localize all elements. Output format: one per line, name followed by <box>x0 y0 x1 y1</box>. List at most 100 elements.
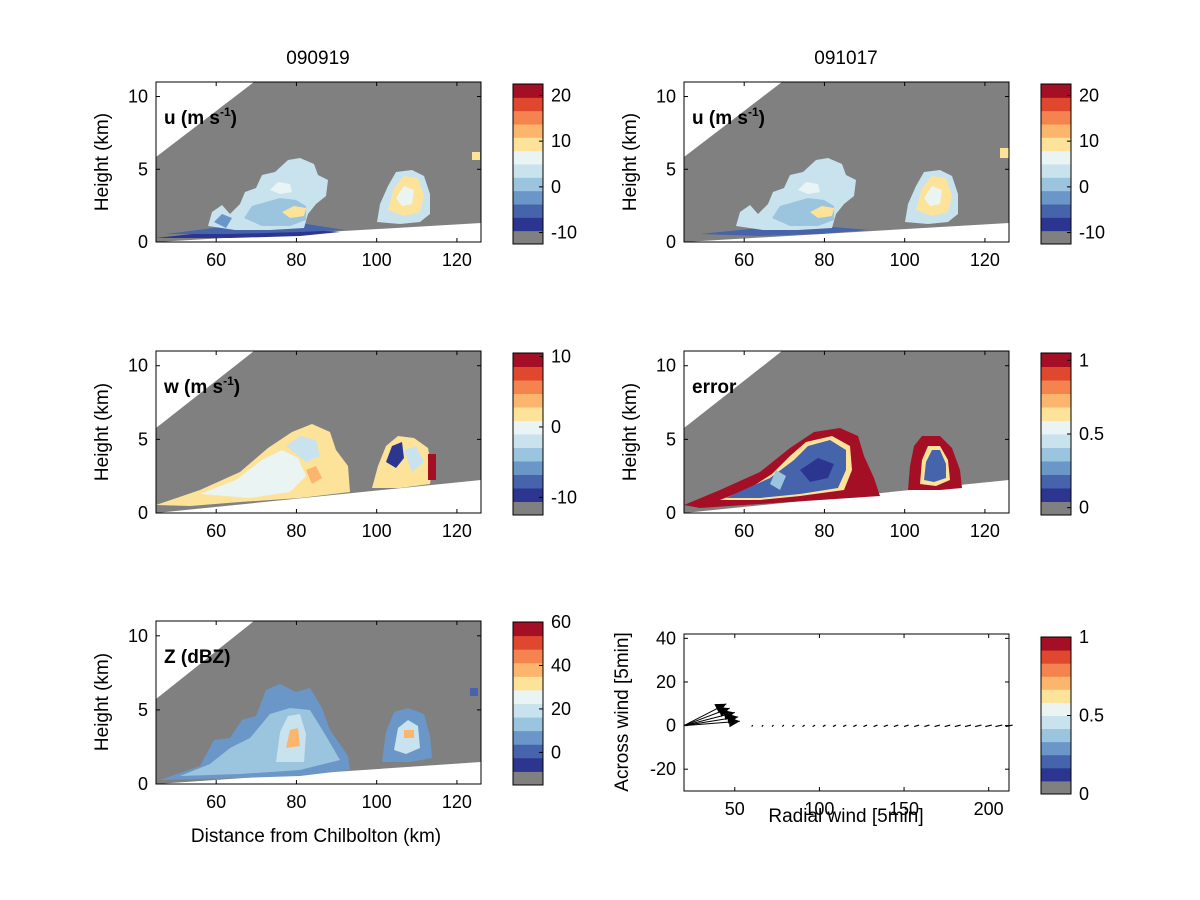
panel-u-left-label: u (m s-1) <box>164 105 237 129</box>
y-ticks: 0 5 10 <box>656 356 1009 523</box>
colorbar-band <box>513 366 543 381</box>
wind-arrow-small <box>771 724 774 728</box>
x-tick-label: 120 <box>442 521 472 541</box>
colorbar-band <box>513 744 543 759</box>
field-u-left <box>156 82 481 242</box>
colorbar-frame <box>512 621 544 786</box>
x-tick-label: 80 <box>286 521 306 541</box>
colorbar-band <box>513 676 543 691</box>
wind-arrow-small <box>924 724 930 728</box>
y-tick-label: 5 <box>138 429 148 449</box>
colorbar-band <box>1041 230 1071 245</box>
colorbar-band <box>513 110 543 125</box>
colorbar-band <box>513 407 543 421</box>
colorbar-band <box>513 230 543 245</box>
svg-text:w (m s-1): w (m s-1) <box>163 374 240 398</box>
colorbar-band <box>513 217 543 232</box>
colorbar-band <box>1041 702 1071 716</box>
colorbar-band <box>513 461 543 475</box>
colorbar-band <box>513 730 543 745</box>
colorbar-frame <box>512 83 544 245</box>
panel-u-right: u (m s-1) Height (km) 60 80 100 120 0 5 10 20… <box>620 81 1105 270</box>
wind-arrow-small <box>761 724 764 727</box>
y-tick-label: 5 <box>138 700 148 720</box>
x-ticks: 60 80 100 120 <box>734 82 1000 270</box>
wind-arrow-small <box>1005 724 1013 728</box>
colorbar-band <box>1041 150 1071 165</box>
wind-arrow-small <box>934 724 941 728</box>
y-tick-label: 10 <box>656 356 676 376</box>
y-tick-label: 0 <box>666 716 676 736</box>
colorbar-band <box>513 137 543 152</box>
colorbar-tick-label: 0 <box>1079 177 1089 197</box>
x-ticks: 50 100 150 200 <box>725 634 1004 819</box>
y-tick-label: 0 <box>666 232 676 252</box>
svg-text:Z (dBZ): Z (dBZ) <box>164 647 230 668</box>
colorbar-tick-label: 0.5 <box>1079 424 1104 444</box>
wind-arrow-small <box>975 724 982 728</box>
colorbar-tick-label: 0 <box>551 742 561 762</box>
panel-u-right-label: u (m s-1) <box>692 105 765 129</box>
colorbar-band <box>1041 366 1071 381</box>
colorbar-band <box>513 488 543 502</box>
x-axis-label: Distance from Chilbolton (km) <box>191 826 441 847</box>
colorbar-band <box>513 622 543 637</box>
y-tick-label: 0 <box>138 232 148 252</box>
x-tick-label: 60 <box>206 792 226 812</box>
y-tick-label: 5 <box>666 429 676 449</box>
colorbar-tick-label: 10 <box>551 131 571 151</box>
colorbar-tick-label: 0 <box>551 177 561 197</box>
y-tick-label: 5 <box>138 159 148 179</box>
y-axis-label: Height (km) <box>620 383 641 481</box>
colorbar-band <box>1041 663 1071 677</box>
colorbar-band <box>1041 461 1071 475</box>
y-tick-label: 5 <box>666 159 676 179</box>
y-tick-label: 10 <box>128 356 148 376</box>
colorbar-tick-label: -10 <box>551 223 577 243</box>
colorbar-tick-label: 20 <box>1079 85 1099 105</box>
colorbar-band <box>513 635 543 650</box>
colorbar-band <box>1041 393 1071 408</box>
colorbar-band <box>1041 689 1071 703</box>
wind-arrow-small <box>853 724 857 728</box>
field-error <box>684 351 1009 513</box>
y-ticks: 0 5 10 <box>656 87 1009 252</box>
colorbar-frame <box>1040 83 1072 245</box>
colorbar-band <box>1041 650 1071 664</box>
colorbar-band <box>1041 110 1071 125</box>
y-axis-label: Height (km) <box>620 113 641 211</box>
colorbar-band <box>1041 715 1071 730</box>
y-ticks: 0 5 10 <box>128 356 481 523</box>
x-tick-label: 100 <box>804 799 834 819</box>
colorbar-band <box>513 150 543 165</box>
wind-arrow-small <box>903 724 909 728</box>
quiver-arrows <box>683 703 1013 728</box>
y-axis-label: Height (km) <box>92 653 113 751</box>
x-tick-label: 150 <box>889 799 919 819</box>
colorbar: 20 10 0 -10 <box>1040 83 1105 245</box>
colorbar-band <box>1041 754 1071 769</box>
y-tick-label: 10 <box>656 87 676 107</box>
field-w <box>156 351 481 513</box>
wind-arrow-small <box>995 724 1003 728</box>
colorbar-band <box>513 204 543 218</box>
x-tick-label: 200 <box>974 799 1004 819</box>
colorbar-band <box>1041 676 1071 690</box>
x-tick-label: 120 <box>970 521 1000 541</box>
wind-arrow-small <box>802 724 806 728</box>
colorbar-band <box>1041 353 1071 367</box>
y-axis-label: Across wind [5min] <box>612 632 633 791</box>
wind-arrow-small <box>964 724 972 728</box>
x-axis-label: Radial wind [5min] <box>768 806 923 827</box>
colorbar-band <box>513 689 543 704</box>
x-tick-label: 120 <box>442 792 472 812</box>
colorbar-band <box>513 771 543 786</box>
x-ticks: 60 80 100 120 <box>206 82 472 270</box>
colorbar-band <box>513 380 543 394</box>
colorbar-band <box>1041 434 1071 448</box>
colorbar-tick-label: 40 <box>551 655 571 675</box>
wind-arrow-small <box>893 724 899 728</box>
column-title-right: 091017 <box>814 48 877 69</box>
colorbar-band <box>1041 741 1071 756</box>
colorbar-band <box>1041 164 1071 178</box>
